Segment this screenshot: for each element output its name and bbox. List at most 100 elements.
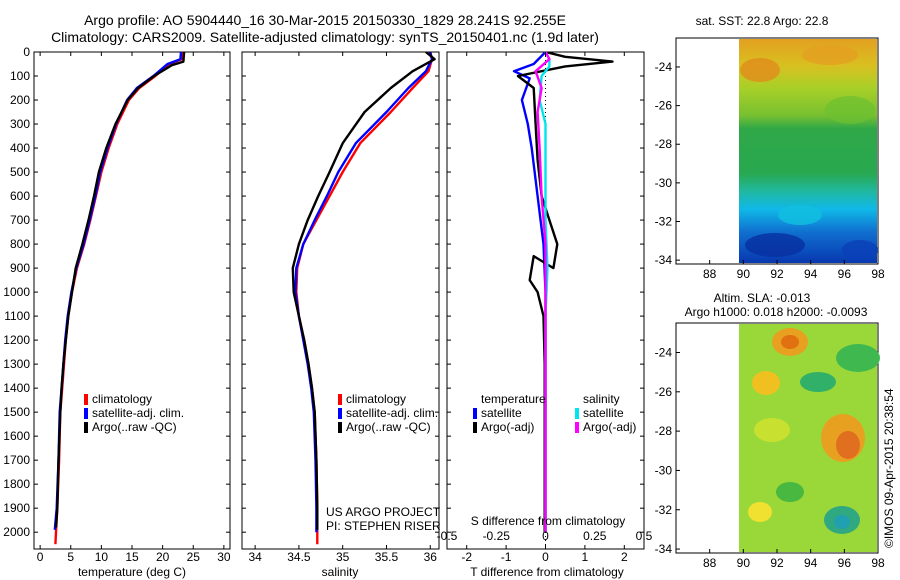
x-tick-label: 1 [582,550,589,564]
x-tick-label: 2 [621,550,628,564]
sla-high-patch [752,371,780,395]
sla-map-title-1: Altim. SLA: -0.013 [714,291,811,305]
sla-mid-patch [754,418,790,442]
s-diff-tick-label: -0.5 [437,529,458,543]
map-x-tick-label: 94 [804,556,818,570]
sst-warm-patch [802,45,858,65]
map-x-tick-label: 96 [838,556,852,570]
sla-low-patch [800,372,836,392]
map-y-tick-label: -32 [655,215,673,229]
depth-tick-label: 100 [10,69,30,83]
salinity-legend: climatology satellite-adj. clim. Argo(..… [338,392,438,434]
map-y-tick-label: -34 [655,542,673,556]
credit-label: ©IMOS 09-Apr-2015 20:38:54 [882,388,896,548]
sla-blobs [748,328,880,534]
depth-axis: 0 100 200 300 400 500 600 700 800 900 1000 1100 1200… [3,45,644,539]
x-tick-label: 10 [95,550,109,564]
depth-tick-label: 1900 [3,501,30,515]
s-diff-tick-label: 0.25 [583,529,607,543]
series-line-s-argo [534,52,551,533]
map-y-tick-label: -26 [655,385,673,399]
depth-tick-label: 900 [10,261,30,275]
temperature-x-axis: 0 5 10 15 20 25 30 [37,52,231,564]
s-diff-tick-label: 0 [542,529,549,543]
map-x-tick-label: 90 [737,556,751,570]
map-y-tick-label: -24 [655,345,673,359]
x-tick-label: 0 [37,550,44,564]
map-y-tick-label: -34 [655,253,673,267]
legend-swatch-t-satellite [473,408,477,419]
depth-tick-label: 400 [10,141,30,155]
legend-label-t-satellite: satellite [481,406,522,420]
sst-green-patch [825,96,875,124]
salinity-x-axis: 34 34.5 35 35.5 36 [248,52,437,564]
legend-swatch-t-argo [473,422,477,433]
project-label: US ARGO PROJECT [326,505,441,519]
map-x-tick-label: 88 [703,556,717,570]
sst-cyan-patch [778,205,822,225]
sst-blobs [740,45,878,260]
temperature-panel-frame [33,51,231,550]
legend-label-satellite: satellite-adj. clim. [92,406,184,420]
map-y-tick-label: -30 [655,176,673,190]
x-tick-label: 0 [542,550,549,564]
depth-tick-label: 700 [10,213,30,227]
map-y-tick-label: -24 [655,60,673,74]
legend-swatch-s-satellite [575,408,579,419]
salinity-panel-frame [241,51,440,550]
x-tick-label: 34 [248,550,262,564]
x-tick-label: 5 [67,550,74,564]
legend-swatch-climatology [338,394,342,405]
map-y-tick-label: -28 [655,424,673,438]
legend-swatch-s-argo [575,422,579,433]
map-y-tick-label: -32 [655,503,673,517]
sst-warm-patch [740,58,780,82]
legend-label-argo: Argo(..raw -QC) [346,420,431,434]
legend-label-s-argo: Argo(-adj) [583,420,636,434]
series-line-argo [54,52,186,528]
depth-tick-label: 1700 [3,453,30,467]
x-tick-label: 36 [424,550,438,564]
x-tick-label: 30 [217,550,231,564]
depth-tick-label: 2000 [3,525,30,539]
depth-tick-label: 800 [10,237,30,251]
sla-map-title-2: Argo h1000: 0.018 h2000: -0.0093 [685,305,868,319]
temperature-xlabel: temperature (deg C) [78,565,186,579]
temperature-legend: climatology satellite-adj. clim. Argo(..… [84,392,184,434]
legend-swatch-climatology [84,394,88,405]
legend-swatch-satellite [84,408,88,419]
legend-label-t-argo: Argo(-adj) [481,420,534,434]
series-line-climatology [54,52,184,545]
legend-swatch-argo [84,422,88,433]
legend-label-climatology: climatology [346,392,406,406]
depth-tick-label: 1300 [3,357,30,371]
legend-label-s-satellite: satellite [583,406,624,420]
difference-x-axis: -2 -1 0 1 2 -0.5 -0.25 0 0.25 0.5 [437,52,653,564]
legend-label-argo: Argo(..raw -QC) [92,420,177,434]
map-x-tick-label: 96 [838,267,852,281]
depth-tick-label: 1800 [3,477,30,491]
s-diff-tick-label: 0.5 [636,529,653,543]
depth-tick-label: 1400 [3,381,30,395]
depth-tick-label: 300 [10,117,30,131]
sla-map-axes: 88 90 92 94 96 98 -24 -26 -28 -30 -32 -34 [655,345,885,570]
legend-swatch-argo [338,422,342,433]
depth-tick-label: 600 [10,189,30,203]
sla-mid-patch [748,502,772,522]
x-tick-label: 34.5 [287,550,311,564]
depth-tick-label: 1000 [3,285,30,299]
sla-low-patch [776,482,804,502]
map-y-tick-label: -30 [655,463,673,477]
salinity-plot [291,52,436,545]
sst-cold-patch [745,233,805,257]
pi-label: PI: STEPHEN RISER [326,519,441,533]
series-line-t-argo [516,52,614,533]
sst-map-title: sat. SST: 22.8 Argo: 22.8 [696,14,829,28]
sla-low-core [834,515,850,529]
map-x-tick-label: 88 [703,267,717,281]
map-x-tick-label: 92 [770,267,784,281]
x-tick-label: 20 [156,550,170,564]
legend-swatch-satellite [338,408,342,419]
temperature-plot [53,52,186,545]
